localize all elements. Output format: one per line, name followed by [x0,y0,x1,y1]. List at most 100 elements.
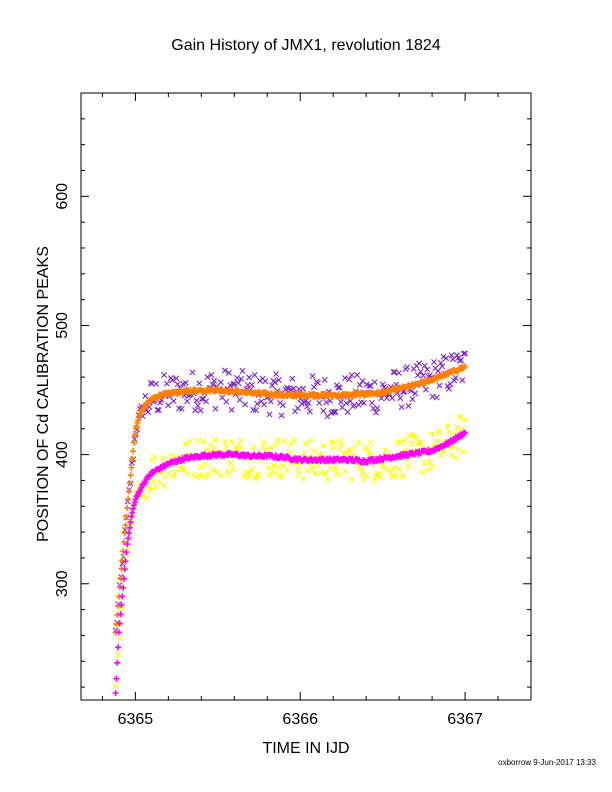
data-point [323,399,330,406]
data-point [305,399,312,406]
data-point [126,480,133,487]
data-point [302,398,309,405]
data-point [238,376,245,382]
data-point [113,675,120,682]
data-point [363,472,370,479]
data-point [360,475,367,482]
data-point [119,557,126,564]
data-point [211,377,218,384]
data-point [339,442,346,449]
data-point [146,484,153,491]
tick-labels: 6365 6366 6367 300 400 500 600 [54,183,483,728]
data-point [371,477,378,484]
data-point [250,444,257,451]
data-point [304,403,311,410]
axis-ticks [81,92,532,700]
data-point [255,471,262,478]
data-point [116,620,123,627]
data-point [128,464,135,471]
data-point [321,376,328,383]
data-point [367,439,374,446]
data-point [383,395,390,402]
data-point [309,373,316,380]
y-axis-title: POSITION OF Cd CALIBRATION PEAKS [35,246,52,542]
data-point [227,459,234,466]
data-point [167,452,174,459]
data-point [332,408,339,415]
data-point [239,367,246,374]
data-point [248,381,255,388]
data-point [242,401,249,408]
data-point [416,360,423,367]
data-point [288,441,295,448]
data-point [337,398,344,405]
data-point [456,414,463,421]
data-point [462,363,469,370]
data-point [348,476,355,483]
data-point [221,438,228,445]
data-point [212,405,219,412]
data-point [312,470,319,477]
data-point [417,368,424,375]
data-point [421,362,428,369]
data-point [203,398,210,405]
x-tick-label: 6367 [447,711,483,728]
data-point [263,446,270,453]
data-point [150,478,157,485]
data-point [401,437,408,444]
data-point [119,593,126,600]
data-point [440,448,447,455]
data-point [323,470,330,477]
data-point [421,459,428,466]
y-tick-label: 600 [54,183,71,210]
data-point [193,397,200,404]
data-point [359,470,366,477]
data-point [306,437,313,444]
data-point [169,377,176,384]
data-point [371,379,378,386]
data-point [332,463,339,470]
data-point [266,471,273,478]
series-layer [112,350,469,696]
data-point [289,375,296,382]
data-point [395,369,402,376]
data-point [343,450,350,457]
data-point [271,470,278,477]
data-point [201,474,208,481]
data-point [130,448,137,455]
data-point [320,442,327,449]
data-point [161,372,168,379]
data-point [422,386,429,393]
data-point [301,450,308,457]
data-point [348,372,355,379]
data-point [127,519,134,526]
data-point [165,402,172,409]
data-point [254,400,261,407]
data-point [123,513,130,520]
data-point [440,353,447,360]
data-point [133,422,140,429]
data-point [278,412,285,419]
data-point [143,495,150,502]
data-point [302,440,309,447]
data-point [397,394,404,401]
data-point [122,558,129,565]
data-point [184,470,191,477]
data-point [262,378,269,385]
data-point [294,465,301,472]
data-point [404,364,411,371]
data-point [431,359,438,365]
data-point [115,644,122,651]
data-point [331,439,338,446]
data-point [147,487,154,494]
data-point [209,466,216,473]
data-point [309,466,316,473]
data-point [460,448,467,455]
data-point [154,407,161,413]
data-point [161,482,168,489]
data-point [306,408,313,415]
data-point [437,359,444,366]
data-point [125,488,132,495]
data-point [439,363,446,370]
